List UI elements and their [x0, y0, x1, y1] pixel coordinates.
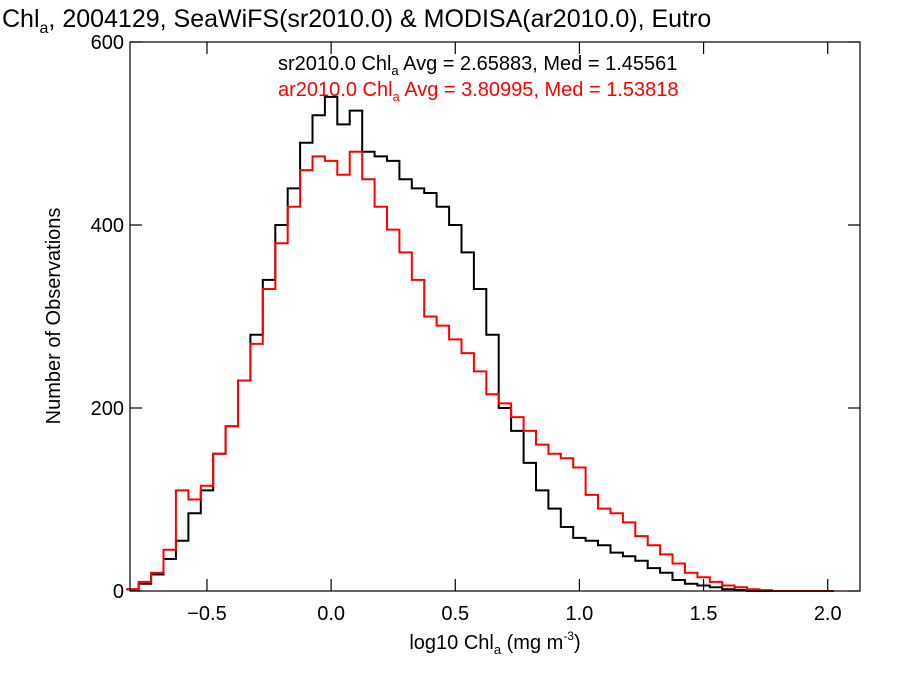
x-tick-label-1: 0.0 [317, 603, 345, 625]
y-tick-label-2: 400 [91, 215, 124, 237]
series-layer [126, 95, 834, 592]
chart-title: Chla, 2004129, SeaWiFS(sr2010.0) & MODIS… [2, 5, 711, 37]
y-axis-label: Number of Observations [43, 208, 65, 425]
series-line-1 [126, 150, 834, 592]
axis-layer: −0.5 0.0 0.5 1.0 1.5 2.0 0 200 400 600 [91, 32, 860, 625]
x-axis-label: log10 Chla (mg m-3) [409, 629, 580, 657]
series-line-0 [126, 95, 834, 592]
y-tick-label-1: 200 [91, 398, 124, 420]
legend-entry-sr2010: sr2010.0 Chla Avg = 2.65883, Med = 1.455… [278, 53, 677, 78]
x-tick-label-0: −0.5 [187, 603, 226, 625]
legend-entry-ar2010: ar2010.0 Chla Avg = 3.80995, Med = 1.538… [278, 79, 679, 104]
x-tick-label-4: 1.5 [690, 603, 718, 625]
y-tick-label-3: 600 [91, 32, 124, 54]
y-tick-label-0: 0 [113, 581, 124, 603]
x-tick-label-2: 0.5 [441, 603, 469, 625]
plot-frame [129, 41, 861, 592]
x-tick-label-3: 1.0 [566, 603, 594, 625]
x-tick-label-5: 2.0 [814, 603, 842, 625]
